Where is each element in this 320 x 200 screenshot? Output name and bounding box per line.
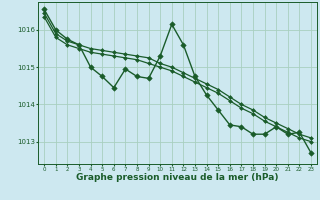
X-axis label: Graphe pression niveau de la mer (hPa): Graphe pression niveau de la mer (hPa) [76,173,279,182]
